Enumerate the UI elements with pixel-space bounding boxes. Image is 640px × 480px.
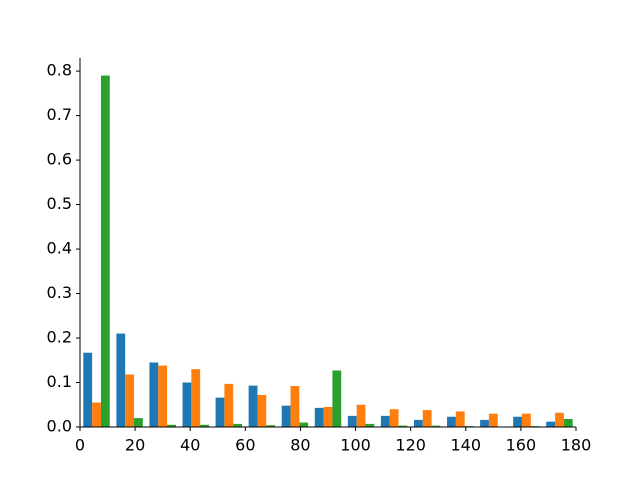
bar [521, 413, 531, 427]
y-tick-label: 0.6 [47, 150, 72, 169]
bar [563, 418, 573, 427]
bar [413, 419, 423, 427]
bar [347, 415, 357, 427]
y-tick-label: 0.8 [47, 61, 72, 80]
y-tick-label: 0.4 [47, 239, 72, 258]
bar [266, 425, 276, 427]
x-tick-label: 40 [180, 436, 200, 455]
x-tick-label: 100 [340, 436, 371, 455]
bar [455, 411, 465, 427]
bar [215, 397, 225, 427]
bar [134, 418, 143, 427]
bar [488, 413, 498, 427]
x-tick-label: 160 [506, 436, 537, 455]
bar [314, 407, 324, 427]
bar [513, 416, 522, 427]
bar [290, 386, 300, 427]
bar [182, 382, 192, 427]
y-tick-label: 0.5 [47, 194, 72, 213]
bar [92, 402, 101, 427]
bar [200, 424, 209, 427]
bar [555, 412, 564, 427]
y-tick-label: 0.1 [47, 372, 72, 391]
x-tick-label: 140 [451, 436, 482, 455]
bar [323, 406, 333, 427]
x-tick-label: 60 [235, 436, 255, 455]
bar [191, 369, 201, 427]
bar [431, 425, 441, 427]
bar [167, 424, 176, 427]
y-tick-label: 0.0 [47, 417, 72, 436]
bar [332, 370, 342, 427]
bar [100, 75, 110, 428]
y-tick-label: 0.2 [47, 328, 72, 347]
bar [447, 416, 456, 427]
bar [83, 352, 93, 427]
bar [356, 404, 366, 427]
x-tick-label: 120 [395, 436, 426, 455]
bar [125, 374, 135, 427]
bar [546, 421, 556, 427]
bar [224, 383, 234, 427]
bar [389, 409, 399, 427]
bar [248, 385, 258, 427]
bar [299, 422, 309, 427]
bar [422, 410, 432, 427]
y-tick-label: 0.3 [47, 283, 72, 302]
bar [257, 394, 267, 427]
bar [116, 333, 126, 427]
bar [233, 423, 243, 427]
bar [380, 415, 390, 427]
bar [281, 405, 291, 427]
x-tick-label: 180 [561, 436, 592, 455]
y-tick-label: 0.7 [47, 105, 72, 124]
x-tick-label: 20 [125, 436, 145, 455]
x-tick-label: 80 [290, 436, 310, 455]
bar [365, 423, 375, 427]
x-tick-label: 0 [75, 436, 85, 455]
bar [398, 425, 408, 427]
bar [480, 419, 489, 427]
bar [158, 365, 168, 427]
bar [149, 362, 159, 427]
